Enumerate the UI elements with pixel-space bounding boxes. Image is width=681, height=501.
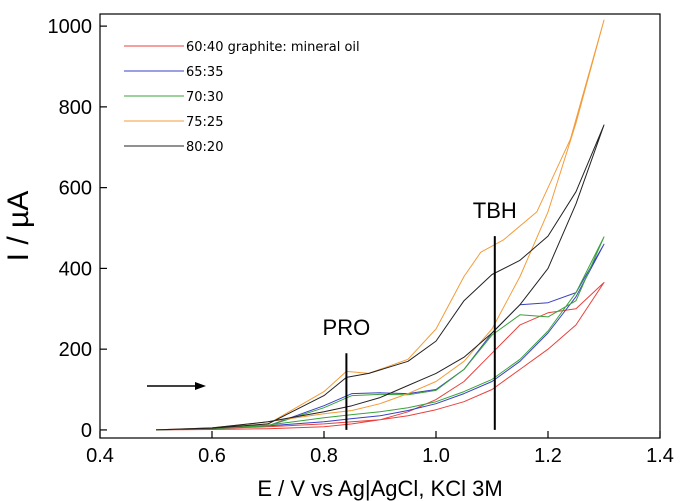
y-axis: 0 200 400 600 800 1000 — [48, 16, 107, 442]
legend-label-2: 65:35 — [186, 65, 223, 80]
x-tick-label: 0.8 — [310, 445, 338, 467]
legend-label-4: 75:25 — [186, 115, 223, 130]
legend-label-1: 60:40 graphite: mineral oil — [186, 40, 360, 55]
y-tick-label: 0 — [81, 420, 92, 442]
y-axis-title: I / µA — [2, 191, 35, 262]
series-line-1 — [155, 282, 605, 431]
x-tick-label: 1.4 — [646, 445, 674, 467]
x-axis: 0.4 0.6 0.8 1.0 1.2 1.4 — [86, 431, 674, 467]
plot-frame — [99, 13, 661, 439]
annotation-label-pro: PRO — [323, 315, 371, 340]
series-line-5 — [155, 124, 605, 431]
x-tick-label: 1.0 — [422, 445, 450, 467]
legend-label-5: 80:20 — [186, 140, 223, 155]
series-lines — [155, 19, 605, 431]
scan-direction-arrow — [147, 382, 206, 390]
annotations: PRO TBH — [323, 198, 517, 430]
y-tick-label: 800 — [59, 97, 92, 119]
series-line-4 — [155, 19, 605, 431]
legend: 60:40 graphite: mineral oil 65:35 70:30 75:… — [124, 40, 360, 155]
y-tick-label: 400 — [59, 258, 92, 280]
x-tick-label: 0.6 — [198, 445, 226, 467]
x-tick-label: 0.4 — [86, 445, 114, 467]
series-line-3 — [155, 236, 605, 431]
legend-label-3: 70:30 — [186, 90, 223, 105]
y-tick-label: 200 — [59, 339, 92, 361]
series-line-2 — [155, 243, 605, 431]
x-axis-title: E / V vs Ag|AgCl, KCl 3M — [257, 476, 502, 501]
y-tick-label: 600 — [59, 178, 92, 200]
annotation-label-tbh: TBH — [473, 198, 517, 223]
x-tick-label: 1.2 — [534, 445, 562, 467]
y-tick-label: 1000 — [48, 16, 93, 38]
